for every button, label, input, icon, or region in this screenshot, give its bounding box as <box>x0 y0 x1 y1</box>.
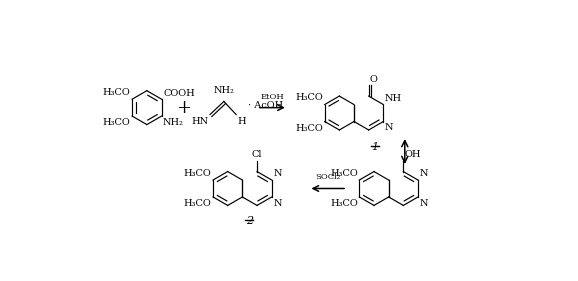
Text: HN: HN <box>191 117 209 126</box>
Text: NH: NH <box>385 94 402 103</box>
Text: H₃CO: H₃CO <box>184 199 212 208</box>
Text: H₃CO: H₃CO <box>103 88 131 97</box>
Text: N: N <box>273 169 281 178</box>
Text: +: + <box>176 99 191 117</box>
Text: NH₂: NH₂ <box>213 86 234 95</box>
Text: NH₂: NH₂ <box>163 118 184 127</box>
Text: EtOH: EtOH <box>261 94 284 101</box>
Text: H₃CO: H₃CO <box>330 169 358 178</box>
Text: H₃CO: H₃CO <box>103 118 131 127</box>
Text: H₃CO: H₃CO <box>330 199 358 208</box>
Text: · AcOH: · AcOH <box>249 101 284 110</box>
Text: SOCl₂: SOCl₂ <box>315 173 340 181</box>
Text: N: N <box>420 198 428 207</box>
Text: O: O <box>369 75 377 84</box>
Text: H₃CO: H₃CO <box>295 124 323 133</box>
Text: COOH: COOH <box>163 89 195 98</box>
Text: H₃CO: H₃CO <box>184 169 212 178</box>
Text: OH: OH <box>404 150 421 159</box>
Text: Cl: Cl <box>252 150 262 159</box>
Text: H: H <box>238 117 246 126</box>
Text: 2: 2 <box>246 216 253 226</box>
Text: 1: 1 <box>371 142 379 152</box>
Text: N: N <box>420 169 428 178</box>
Text: N: N <box>385 123 394 132</box>
Text: H₃CO: H₃CO <box>295 93 323 102</box>
Text: N: N <box>273 198 281 207</box>
